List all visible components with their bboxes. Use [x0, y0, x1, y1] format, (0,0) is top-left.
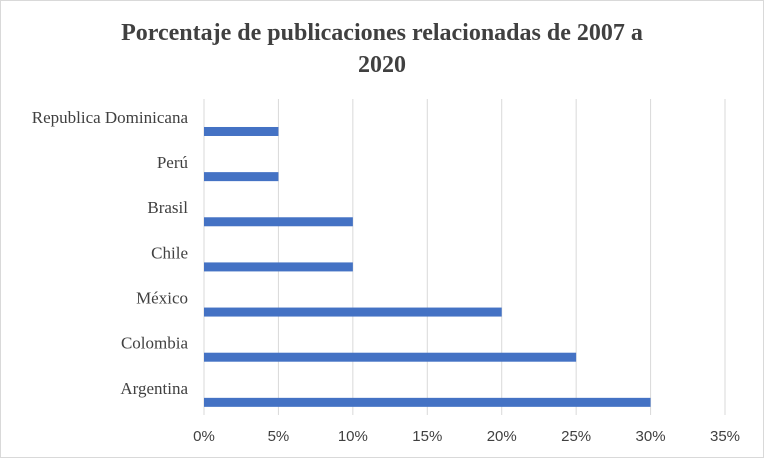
x-tick-label: 35% [710, 428, 740, 445]
category-label: Colombia [121, 334, 189, 353]
x-tick-labels: 0% 5% 10% 15% 20% 25% 30% 35% [193, 428, 740, 445]
bars [204, 126, 651, 407]
category-labels: Republica Dominicana Perú Brasil Chile Méxic… [32, 108, 189, 398]
category-label: Argentina [120, 379, 188, 398]
bar [204, 262, 353, 272]
x-tick-label: 0% [193, 428, 215, 445]
bar [204, 397, 651, 407]
chart-title-line-1: Porcentaje de publicaciones relacionadas… [121, 20, 643, 46]
gridlines [203, 99, 726, 415]
category-label: México [136, 288, 188, 307]
bar [204, 172, 279, 182]
category-label: Perú [157, 153, 189, 172]
bar [204, 126, 279, 136]
bar [204, 352, 577, 362]
x-tick-label: 10% [338, 428, 368, 445]
x-tick-label: 5% [268, 428, 290, 445]
x-tick-label: 25% [561, 428, 591, 445]
chart-title-line-2: 2020 [358, 52, 406, 78]
category-label: Republica Dominicana [32, 108, 189, 127]
category-label: Brasil [147, 198, 188, 217]
x-tick-label: 30% [636, 428, 666, 445]
x-tick-label: 20% [487, 428, 517, 445]
bar [204, 217, 353, 227]
chart-title: Porcentaje de publicaciones relacionadas… [1, 17, 763, 81]
bar [204, 307, 502, 317]
category-label: Chile [151, 243, 188, 262]
x-tick-label: 15% [412, 428, 442, 445]
